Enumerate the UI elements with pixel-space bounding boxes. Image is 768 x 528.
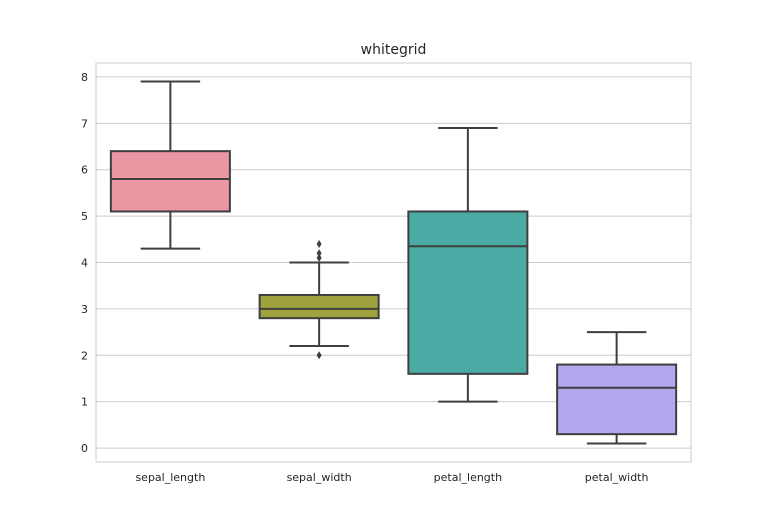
outlier-point — [316, 253, 322, 262]
outlier-point — [316, 239, 322, 248]
iqr-box — [556, 363, 678, 436]
x-tick-label: sepal_length — [135, 471, 205, 484]
x-tick-label: petal_width — [585, 471, 649, 484]
box-petal_length — [407, 126, 529, 403]
y-tick-label: 0 — [81, 442, 88, 455]
outlier-point — [316, 249, 322, 258]
y-tick-label: 3 — [81, 303, 88, 316]
x-tick-label: petal_length — [434, 471, 502, 484]
plot-frame — [95, 62, 692, 463]
iqr-box — [407, 210, 529, 375]
box-sepal_width — [258, 239, 380, 360]
iqr-box — [109, 150, 231, 213]
box-sepal_length — [109, 80, 231, 250]
iqr-box — [258, 293, 380, 320]
y-tick-label: 1 — [81, 396, 88, 409]
outlier-point — [316, 351, 322, 360]
y-tick-label: 6 — [81, 164, 88, 177]
box-series — [109, 80, 678, 445]
y-tick-label: 4 — [81, 257, 88, 270]
y-tick-labels: 0 1 2 3 4 5 6 7 8 — [81, 71, 88, 455]
y-tick-label: 7 — [81, 117, 88, 130]
y-tick-label: 2 — [81, 349, 88, 362]
x-tick-label: sepal_width — [287, 471, 352, 484]
y-tick-label: 8 — [81, 71, 88, 84]
chart-title: whitegrid — [361, 42, 427, 58]
box-petal_width — [556, 331, 678, 445]
y-tick-label: 5 — [81, 210, 88, 223]
x-tick-labels: sepal_length sepal_width petal_length petal… — [135, 471, 648, 484]
